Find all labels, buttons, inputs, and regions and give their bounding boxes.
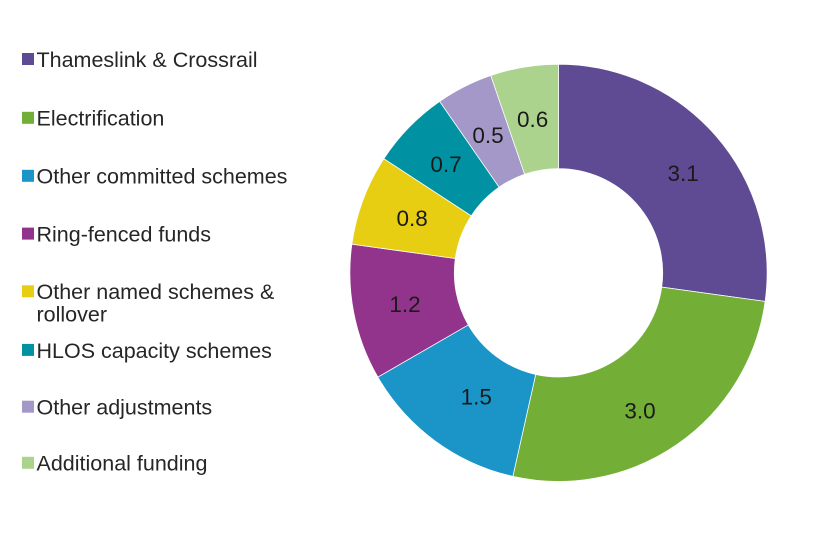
svg-text:3.0: 3.0 bbox=[624, 398, 655, 423]
svg-text:Other committed schemes: Other committed schemes bbox=[37, 165, 288, 189]
svg-text:1.5: 1.5 bbox=[461, 384, 492, 409]
svg-text:1.2: 1.2 bbox=[389, 292, 420, 317]
svg-text:Additional funding: Additional funding bbox=[37, 452, 208, 476]
svg-text:0.7: 0.7 bbox=[430, 152, 461, 177]
svg-text:Ring-fenced funds: Ring-fenced funds bbox=[37, 223, 212, 247]
svg-text:Other named schemes &: Other named schemes & bbox=[37, 280, 275, 304]
svg-text:3.1: 3.1 bbox=[667, 161, 698, 186]
svg-text:HLOS capacity schemes: HLOS capacity schemes bbox=[37, 339, 272, 363]
svg-text:0.8: 0.8 bbox=[396, 206, 427, 231]
svg-text:0.6: 0.6 bbox=[517, 107, 548, 132]
svg-text:0.5: 0.5 bbox=[472, 123, 503, 148]
svg-text:Thameslink & Crossrail: Thameslink & Crossrail bbox=[37, 48, 258, 72]
svg-text:Electrification: Electrification bbox=[37, 107, 165, 131]
svg-text:Other adjustments: Other adjustments bbox=[37, 396, 213, 420]
svg-text:rollover: rollover bbox=[37, 303, 108, 327]
